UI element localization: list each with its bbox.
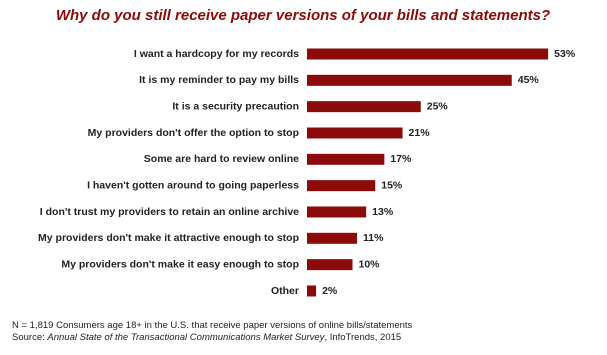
bar [307,206,367,218]
note: N = 1,819 Consumers age 18+ in the U.S. … [12,320,413,331]
category-label: I don't trust my providers to retain an … [40,206,299,218]
footnote: N = 1,819 Consumers age 18+ in the U.S. … [12,320,412,344]
value-label: 15% [381,179,403,191]
category-label: Other [271,285,299,297]
category-label: I haven't gotten around to going paperle… [87,179,299,191]
bar [307,232,358,244]
bar [307,180,376,192]
category-label: It is my reminder to pay my bills [139,74,299,86]
category-label: Some are hard to review online [144,153,299,165]
value-label: 25% [427,100,449,112]
bar [307,48,549,60]
source-suffix: , InfoTrends, 2015 [324,332,402,343]
bar [307,74,512,86]
value-label: 2% [322,285,338,297]
value-label: 45% [518,74,540,86]
value-label: 13% [372,206,394,218]
bar [307,127,403,139]
chart: Why do you still receive paper versions … [38,7,576,297]
source-title: Annual State of the Transactional Commun… [47,332,325,343]
category-label: I want a hardcopy for my records [134,48,299,60]
bar [307,101,421,113]
category-label: My providers don't make it attractive en… [38,232,299,244]
value-label: 21% [409,127,431,139]
value-label: 53% [554,48,576,60]
source: Source: Annual State of the Transactiona… [12,332,412,344]
bar [307,259,353,271]
value-label: 11% [363,232,384,244]
bar [307,153,385,165]
category-label: My providers don't make it easy enough t… [61,258,299,270]
value-label: 10% [359,258,381,270]
source-prefix: Source: [12,332,45,343]
chart-title: Why do you still receive paper versions … [56,7,550,24]
bar [307,285,317,297]
category-label: It is a security precaution [172,100,299,112]
value-label: 17% [390,153,412,165]
category-label: My providers don't offer the option to s… [88,127,299,139]
